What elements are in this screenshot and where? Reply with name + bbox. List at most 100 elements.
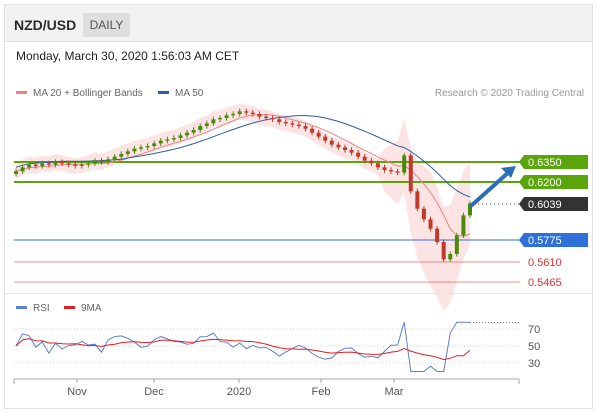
candle-body (33, 164, 38, 166)
legend-9ma[interactable]: 9MA (64, 303, 102, 314)
price-level-box-0.6200 (519, 175, 588, 189)
price-level-box-0.6350 (519, 155, 588, 169)
price-level-box-0.5775 (519, 233, 588, 247)
ma50-line (15, 115, 471, 198)
candle-body (92, 160, 97, 164)
candle-body (356, 152, 361, 157)
candle-body (264, 116, 269, 118)
forecast-arrow-shaft (470, 169, 512, 207)
rsi-line (15, 321, 471, 372)
candle-body (290, 123, 295, 125)
legend-rsi[interactable]: RSI (16, 303, 50, 314)
candle (382, 164, 387, 173)
candle-body (389, 170, 394, 172)
candle (283, 119, 288, 126)
candle-body (461, 215, 466, 236)
candle-body (132, 148, 137, 152)
candle-body (468, 203, 472, 216)
candle-body (408, 155, 413, 192)
legend-ma20-swatch (16, 90, 27, 94)
legend-ma20-label: MA 20 + Bollinger Bands (33, 88, 143, 99)
candle (60, 159, 65, 166)
candle-body (198, 126, 203, 130)
candle (165, 136, 170, 144)
candle (323, 134, 328, 144)
candle (441, 239, 446, 262)
legend-ma50[interactable]: MA 50 (158, 88, 203, 99)
timeframe-button[interactable]: DAILY (83, 13, 130, 37)
candle-body (310, 128, 315, 133)
x-axis-label: 2020 (227, 386, 251, 398)
candle (310, 126, 315, 136)
chart-datetime: Monday, March 30, 2020 1:56:03 AM CET (16, 49, 240, 63)
candle-body (250, 112, 255, 114)
candle-body (211, 119, 216, 124)
pane-divider (5, 293, 592, 294)
candle (211, 116, 216, 126)
candle-body (395, 171, 400, 173)
candle-body (79, 164, 84, 166)
candle (158, 138, 163, 146)
candle-body (139, 147, 144, 149)
candle-body (454, 235, 459, 254)
candle (86, 160, 91, 168)
candle (125, 148, 130, 157)
candle-body (421, 208, 426, 220)
candle-body (86, 163, 91, 165)
candle (145, 143, 150, 150)
candle (119, 151, 124, 160)
candle-body (158, 140, 163, 144)
forecast-arrow-head (501, 166, 516, 178)
candle-body (382, 167, 387, 170)
candle-body (20, 167, 25, 172)
candle-body (323, 136, 328, 141)
candle (257, 111, 262, 120)
candle-body (60, 162, 65, 164)
price-level-label: 0.6350 (528, 157, 562, 169)
candle (375, 160, 380, 170)
candle (204, 120, 209, 129)
candle (342, 144, 347, 153)
candle (178, 132, 183, 141)
candle (389, 167, 394, 174)
candle-body (237, 111, 242, 114)
candle-body (152, 143, 157, 146)
candle-body (342, 147, 347, 150)
candle (198, 123, 203, 133)
candle (112, 154, 117, 162)
candle (106, 156, 111, 165)
candle (270, 115, 275, 122)
ma20-line (15, 114, 471, 237)
candle (296, 122, 301, 129)
candle-body (191, 130, 196, 133)
price-level-label: 0.6200 (528, 177, 562, 189)
candle (402, 152, 407, 176)
candle (349, 147, 354, 156)
candle (303, 123, 308, 132)
candle-body (375, 163, 380, 168)
candle (415, 188, 420, 212)
candle (250, 110, 255, 117)
candle-body (270, 118, 275, 120)
bollinger-band (16, 103, 470, 312)
candle (290, 120, 295, 128)
candle (139, 144, 144, 152)
candle (20, 164, 25, 174)
candle (79, 162, 84, 169)
candle-body (277, 119, 282, 122)
candle-body (40, 163, 45, 166)
candle (435, 226, 440, 245)
price-level-label: 0.5610 (528, 257, 562, 269)
price-level-box-0.6039 (519, 197, 588, 211)
candle-body (336, 144, 341, 148)
candle (454, 232, 459, 257)
candle (336, 142, 341, 150)
candle-body (106, 159, 111, 162)
legend-ma50-label: MA 50 (175, 88, 204, 99)
candle-body (362, 156, 367, 161)
candle (27, 162, 32, 170)
legend-ma20[interactable]: MA 20 + Bollinger Bands (16, 88, 143, 99)
candle (468, 200, 472, 218)
candle (264, 114, 269, 121)
